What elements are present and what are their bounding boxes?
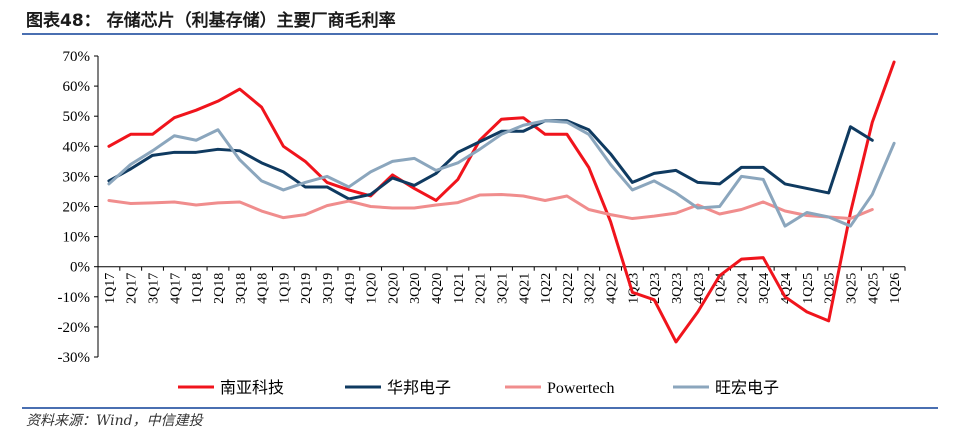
- x-tick-label: 1Q19: [277, 273, 292, 304]
- y-tick-label: -30%: [58, 350, 91, 366]
- x-tick-label: 3Q21: [496, 273, 511, 304]
- y-tick-label: 40%: [63, 139, 91, 155]
- footer-divider: [22, 407, 938, 409]
- legend-label-0: 南亚科技: [220, 379, 284, 397]
- legend-label-2: Powertech: [547, 380, 615, 397]
- title-divider: [22, 33, 938, 35]
- x-tick-label: 3Q18: [234, 273, 249, 304]
- legend-label-3: 旺宏电子: [715, 379, 779, 397]
- x-tick-label: 3Q19: [321, 273, 336, 304]
- x-tick-label: 1Q20: [365, 273, 380, 304]
- y-tick-label: 60%: [63, 79, 91, 95]
- x-tick-label: 1Q25: [801, 273, 816, 304]
- x-tick-label: 2Q23: [648, 273, 663, 304]
- series-line-3: [107, 119, 896, 228]
- chart-area: 70% 60% 50% 40% 30% 20% 10% 0% -10% -20% -30% 1Q17 2…: [0, 36, 960, 410]
- x-tick-label: 4Q18: [256, 273, 271, 304]
- x-tick-label: 2Q20: [386, 273, 401, 304]
- x-tick-label: 2Q22: [561, 273, 576, 304]
- y-tick-label: -20%: [58, 320, 91, 336]
- y-tick-label: 20%: [63, 200, 91, 216]
- legend-label-1: 华邦电子: [387, 379, 451, 397]
- source-note: 资料来源：Wind，中信建投: [26, 413, 203, 429]
- x-tick-label: 4Q23: [692, 273, 707, 304]
- series-line-1: [107, 119, 874, 201]
- x-tick-label: 3Q25: [844, 273, 859, 304]
- y-tick-label: 50%: [63, 109, 91, 125]
- x-tick-label: 4Q21: [517, 273, 532, 304]
- x-tick-label: 1Q24: [714, 273, 729, 304]
- x-tick-label: 4Q25: [866, 273, 881, 304]
- x-tick-label: 3Q17: [147, 273, 162, 304]
- x-tick-label: 4Q22: [605, 273, 620, 304]
- y-tick-label: 10%: [63, 230, 91, 246]
- title-bar: 图表48： 存储芯片（利基存储）主要厂商毛利率: [0, 0, 960, 35]
- x-tick-label: 4Q19: [343, 273, 358, 304]
- x-tick-label: 1Q26: [888, 273, 903, 304]
- x-tick-label: 3Q23: [670, 273, 685, 304]
- line-chart: 70% 60% 50% 40% 30% 20% 10% 0% -10% -20% -30% 1Q17 2…: [58, 49, 906, 397]
- x-tick-label: 3Q22: [583, 273, 598, 304]
- x-tick-label: 2Q18: [212, 273, 227, 304]
- x-tick-label: 3Q20: [408, 273, 423, 304]
- x-tick-label: 3Q24: [757, 273, 772, 304]
- x-tick-label: 1Q21: [452, 273, 467, 304]
- x-tick-label: 1Q22: [539, 273, 554, 304]
- x-tick-label: 1Q18: [190, 273, 205, 304]
- y-tick-label: 70%: [63, 49, 91, 65]
- y-tick-label: 30%: [63, 169, 91, 185]
- x-tick-label: 4Q17: [168, 273, 183, 304]
- series-line-0: [107, 60, 896, 344]
- x-tick-label: 1Q17: [103, 273, 118, 304]
- figure-title: 图表48： 存储芯片（利基存储）主要厂商毛利率: [26, 11, 396, 31]
- y-tick-label: -10%: [58, 290, 91, 306]
- x-tick-label: 2Q17: [125, 273, 140, 304]
- x-tick-label: 2Q24: [735, 273, 750, 304]
- x-tick-label: 2Q19: [299, 273, 314, 304]
- x-tick-label: 4Q20: [430, 273, 445, 304]
- series-line-2: [107, 192, 874, 221]
- x-tick-label: 4Q24: [779, 273, 794, 304]
- x-tick-label: 2Q21: [474, 273, 489, 304]
- y-tick-label: 0%: [70, 260, 90, 276]
